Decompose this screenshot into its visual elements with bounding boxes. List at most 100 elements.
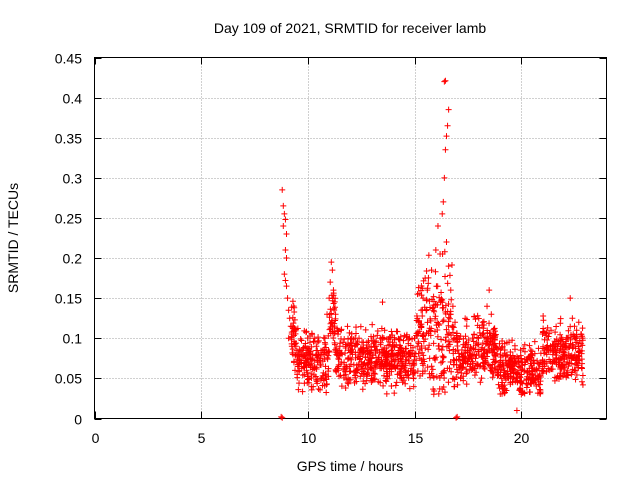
data-point xyxy=(420,352,427,359)
data-point xyxy=(451,383,458,390)
data-point xyxy=(576,347,583,354)
data-point xyxy=(311,371,318,378)
data-point xyxy=(438,359,445,366)
data-point xyxy=(492,343,499,350)
data-point xyxy=(432,268,439,275)
data-point xyxy=(283,255,290,262)
data-point xyxy=(330,305,337,312)
data-point xyxy=(342,343,349,350)
data-point xyxy=(503,360,510,367)
data-point xyxy=(553,349,560,356)
data-point xyxy=(382,354,389,361)
data-point xyxy=(403,334,410,341)
data-point xyxy=(434,283,441,290)
data-point xyxy=(455,356,462,363)
data-point xyxy=(424,319,431,326)
data-point xyxy=(345,380,352,387)
data-point xyxy=(528,348,535,355)
data-point xyxy=(450,356,457,363)
data-point xyxy=(351,343,358,350)
data-point xyxy=(365,366,372,373)
data-point xyxy=(514,369,521,376)
data-point xyxy=(435,390,442,397)
data-point xyxy=(282,216,289,223)
data-point xyxy=(505,375,512,382)
data-point xyxy=(456,357,463,364)
data-point xyxy=(432,313,439,320)
data-point xyxy=(435,343,442,350)
data-point xyxy=(528,362,535,369)
data-point xyxy=(282,247,289,254)
data-point xyxy=(416,328,423,335)
y-tick-label: 0.2 xyxy=(63,251,83,267)
data-point xyxy=(401,351,408,358)
data-point xyxy=(450,346,457,353)
data-point xyxy=(410,362,417,369)
data-point xyxy=(322,363,329,370)
data-point xyxy=(575,319,582,326)
data-point xyxy=(475,335,482,342)
y-tick-label: 0.45 xyxy=(55,51,82,67)
data-point xyxy=(406,350,413,357)
data-point xyxy=(325,332,332,339)
data-point xyxy=(460,373,467,380)
data-point xyxy=(338,383,345,390)
data-point xyxy=(450,324,457,331)
data-point xyxy=(334,327,341,334)
data-point xyxy=(338,351,345,358)
data-point xyxy=(579,381,586,388)
data-point xyxy=(356,356,363,363)
data-point xyxy=(438,346,445,353)
data-point xyxy=(299,388,306,395)
data-point xyxy=(489,335,496,342)
data-point xyxy=(342,384,349,391)
data-point xyxy=(471,351,478,358)
data-point xyxy=(314,380,321,387)
data-point xyxy=(315,351,322,358)
data-point xyxy=(442,308,449,315)
data-point xyxy=(499,343,506,350)
data-points xyxy=(278,77,586,421)
data-point xyxy=(320,351,327,358)
data-point xyxy=(377,341,384,348)
y-axis-label: SRMTID / TECUs xyxy=(5,183,21,293)
data-point xyxy=(443,239,450,246)
data-point xyxy=(368,355,375,362)
data-point xyxy=(468,355,475,362)
data-point xyxy=(449,303,456,310)
data-point xyxy=(289,346,296,353)
data-point xyxy=(453,366,460,373)
data-point xyxy=(332,346,339,353)
data-point xyxy=(291,340,298,347)
y-tick-label: 0.1 xyxy=(63,331,83,347)
data-point xyxy=(347,347,354,354)
data-point xyxy=(535,375,542,382)
data-point xyxy=(465,354,472,361)
data-point xyxy=(308,374,315,381)
data-point xyxy=(377,379,384,386)
data-point xyxy=(564,344,571,351)
data-point xyxy=(423,268,430,275)
data-point xyxy=(298,359,305,366)
data-point xyxy=(541,336,548,343)
data-point xyxy=(321,346,328,353)
data-point xyxy=(439,358,446,365)
data-point xyxy=(299,372,306,379)
data-point xyxy=(301,363,308,370)
data-point xyxy=(575,343,582,350)
data-point xyxy=(294,363,301,370)
data-point xyxy=(561,342,568,349)
data-point xyxy=(392,382,399,389)
data-point xyxy=(310,383,317,390)
data-point xyxy=(376,356,383,363)
data-point xyxy=(453,373,460,380)
data-point xyxy=(279,186,286,193)
data-point xyxy=(517,379,524,386)
data-point xyxy=(455,350,462,357)
data-point xyxy=(411,335,418,342)
data-point xyxy=(466,363,473,370)
data-point xyxy=(397,372,404,379)
data-point xyxy=(432,315,439,322)
data-point xyxy=(330,287,337,294)
data-point xyxy=(341,336,348,343)
